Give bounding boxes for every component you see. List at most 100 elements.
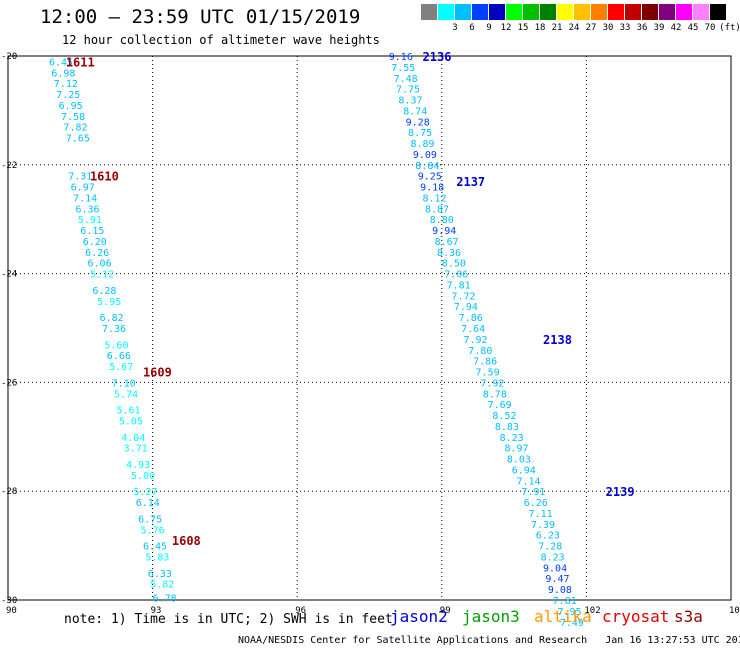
units-note: note: 1) Time is in UTC; 2) SWH is in fe…: [64, 612, 393, 627]
wave-height-value: 8.83: [495, 422, 519, 433]
wave-height-value: 7.12: [54, 79, 78, 90]
wave-height-value: 6.26: [524, 498, 548, 509]
wave-height-value: 7.11: [529, 509, 553, 520]
pass-time-label: 1611: [66, 55, 95, 69]
wave-height-value: 5.76: [141, 525, 165, 536]
wave-height-value: 8.52: [492, 411, 516, 422]
wave-height-value: 9.28: [406, 117, 430, 128]
wave-height-value: 5.00: [131, 471, 155, 482]
wave-height-value: 8.84: [415, 161, 439, 172]
wave-height-value: 5.74: [114, 389, 138, 400]
color-scale-tick-label: 33: [619, 23, 631, 33]
color-scale-tick-label: 9: [486, 23, 492, 33]
pass-time-label: 1610: [90, 170, 119, 184]
wave-height-value: 7.81: [447, 280, 471, 291]
color-scale-tick-label: 24: [568, 23, 580, 33]
wave-height-value: 7.92: [480, 378, 504, 389]
wave-height-value: 7.14: [517, 476, 541, 487]
wave-height-value: 7.64: [461, 324, 485, 335]
wave-height-value: 7.72: [451, 291, 475, 302]
color-swatch: [710, 4, 727, 20]
wave-height-value: 7.49: [560, 618, 584, 629]
wave-height-value: 7.69: [488, 400, 512, 411]
color-swatch: [438, 4, 455, 20]
wave-height-value: 6.23: [536, 531, 560, 542]
wave-height-value: 3.71: [124, 444, 148, 455]
wave-height-value: 7.25: [56, 90, 80, 101]
pass-time-label: 2139: [606, 485, 635, 499]
wave-height-value: 9.16: [389, 52, 413, 63]
color-swatch: [659, 4, 676, 20]
color-scale-tick-label: 39: [653, 23, 665, 33]
chart-subtitle: 12 hour collection of altimeter wave hei…: [62, 33, 380, 47]
wave-height-value: 8.23: [500, 433, 524, 444]
color-scale-tick-label: 30: [602, 23, 614, 33]
x-tick-label: 105: [729, 606, 740, 616]
wave-height-value: 6.75: [138, 514, 162, 525]
wave-height-value: 6.66: [107, 351, 131, 362]
plot-frame: [7, 55, 732, 601]
color-swatch: [642, 4, 659, 20]
wave-height-value: 6.26: [85, 248, 109, 259]
wave-height-value: 7.81: [553, 596, 577, 607]
wave-height-value: 6.45: [143, 542, 167, 553]
wave-height-value: 6.28: [92, 286, 116, 297]
y-tick-label: -28: [1, 487, 17, 497]
wave-height-value: 8.03: [507, 455, 531, 466]
wave-height-value: 6.14: [136, 498, 160, 509]
wave-height-value: 8.89: [410, 139, 434, 150]
color-swatch: [676, 4, 693, 20]
color-scale-unit: (ft): [719, 23, 740, 33]
wave-height-value: 9.18: [420, 183, 444, 194]
wave-height-value: 6.45: [49, 57, 73, 68]
wave-height-value: 4.04: [121, 433, 145, 444]
wave-height-value: 6.95: [59, 101, 83, 112]
wave-height-value: 6.78: [153, 593, 177, 604]
wave-height-value: 8.23: [541, 552, 565, 563]
wave-height-value: 8.97: [504, 444, 528, 455]
color-swatch: [506, 4, 523, 20]
wave-height-value: 5.27: [133, 487, 157, 498]
pass-time-label: 1608: [172, 534, 201, 548]
wave-height-value: 7.86: [459, 313, 483, 324]
wave-height-value: 6.82: [100, 313, 124, 324]
wave-height-value: 7.94: [454, 302, 478, 313]
x-tick-label: 96: [295, 606, 306, 616]
wave-height-value: 7.28: [538, 542, 562, 553]
color-swatch: [574, 4, 591, 20]
wave-height-value: 7.48: [394, 74, 418, 85]
wave-height-value: 6.06: [88, 259, 112, 270]
y-tick-label: -22: [1, 161, 17, 171]
wave-height-value: 6.20: [83, 237, 107, 248]
color-scale-tick-label: 42: [670, 23, 682, 33]
wave-height-value: 5.61: [116, 406, 140, 417]
legend-item-jason3: jason3: [462, 607, 520, 626]
wave-height-value: 7.10: [112, 378, 136, 389]
wave-height-value: 9.47: [545, 574, 569, 585]
color-swatch: [625, 4, 642, 20]
color-scale-tick-label: 36: [636, 23, 648, 33]
pass-time-label: 1609: [143, 366, 172, 380]
wave-height-value: 9.04: [543, 563, 567, 574]
x-tick-label: 90: [6, 606, 17, 616]
color-scale-tick-label: 3: [452, 23, 458, 33]
wave-height-value: 4.93: [126, 460, 150, 471]
color-swatch: [608, 4, 625, 20]
wave-height-value: 5.60: [104, 340, 128, 351]
wave-height-value: 5.91: [78, 215, 102, 226]
color-scale-tick-label: 12: [500, 23, 512, 33]
legend-item-cryosat: cryosat: [602, 607, 670, 626]
wave-height-value: 7.58: [61, 112, 85, 123]
wave-height-value: 7.36: [102, 324, 126, 335]
wave-height-value: 8.75: [408, 128, 432, 139]
wave-height-value: 5.05: [119, 416, 143, 427]
y-tick-label: -26: [1, 378, 17, 388]
wave-height-value: 7.59: [476, 368, 500, 379]
wave-height-value: 7.55: [391, 63, 415, 74]
color-scale-tick-label: 15: [517, 23, 529, 33]
wave-height-value: 6.36: [75, 204, 99, 215]
color-swatch: [489, 4, 506, 20]
wave-height-value: 9.08: [548, 585, 572, 596]
wave-height-value: 7.06: [444, 270, 468, 281]
